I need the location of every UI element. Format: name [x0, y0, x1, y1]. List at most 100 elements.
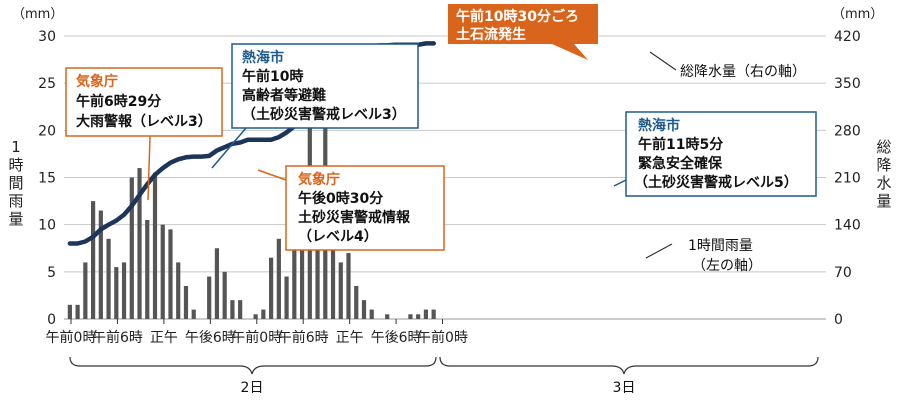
callout-line: 土砂災害警戒情報 — [298, 209, 411, 226]
rain-bar — [299, 224, 305, 319]
right-tick-label: 0 — [834, 312, 843, 328]
axis-title-char: 量 — [876, 192, 891, 210]
callout-line: 土石流発生 — [456, 26, 526, 43]
axis-title-char: 総 — [876, 138, 891, 156]
callout-head: 熱海市 — [638, 117, 680, 134]
left-tick-label: 20 — [38, 123, 56, 139]
left-tick-label: 10 — [38, 218, 56, 234]
rain-bar — [369, 309, 374, 319]
x-tick-label: 正午 — [336, 330, 364, 346]
rain-bar — [416, 314, 421, 319]
left-unit-label: （mm） — [12, 7, 63, 22]
rain-bar — [292, 224, 297, 319]
right-tick-label: 210 — [834, 171, 861, 187]
left-tick-label: 5 — [47, 265, 56, 281]
rain-bar — [346, 252, 351, 319]
callout-line: （土砂災害警戒レベル3） — [242, 106, 406, 123]
rain-bar — [214, 248, 220, 319]
rain-bar — [83, 262, 88, 319]
rain-bar — [75, 304, 80, 319]
left-tick-label: 15 — [38, 171, 56, 187]
right-unit-label: （mm） — [832, 7, 883, 22]
rain-bar — [106, 238, 111, 319]
rain-bar — [230, 300, 235, 319]
rain-bar — [129, 177, 134, 319]
rain-bar — [67, 304, 72, 319]
axis-title-char: 時 — [8, 156, 23, 174]
callout-line: 高齢者等避難 — [242, 87, 326, 104]
x-tick-label: 午前6時 — [92, 329, 143, 346]
left-tick-label: 25 — [38, 76, 56, 92]
axis-title-char: 雨 — [8, 192, 23, 210]
callout-line: （レベル4） — [298, 229, 378, 245]
rain-bar — [338, 262, 343, 319]
rain-bar — [408, 314, 413, 319]
rain-bar — [431, 309, 436, 319]
rain-bar — [238, 300, 243, 319]
line-series-label: 総降水量（右の軸） — [649, 51, 806, 80]
x-tick-label: 午後6時 — [185, 330, 236, 346]
x-tick-label: 午前0時 — [231, 329, 282, 346]
svg-text:総降水量（右の軸）: 総降水量（右の軸） — [680, 64, 806, 80]
left-tick-label: 0 — [47, 312, 56, 328]
callout-head: 気象庁 — [76, 73, 118, 90]
rain-bar — [330, 186, 336, 319]
rain-bar — [191, 309, 196, 319]
callout-landslide: 午前10時30分ごろ 土石流発生 — [448, 4, 598, 60]
rain-bar — [222, 271, 227, 319]
callout-line: 午前11時5分 — [638, 136, 723, 153]
axis-title-char: 量 — [8, 210, 23, 228]
rain-bar — [354, 285, 359, 319]
callout-line: （土砂災害警戒レベル5） — [634, 174, 798, 191]
bar-series-label-line2: （左の軸） — [692, 258, 762, 274]
callout-line: 午前10時30分ごろ — [456, 8, 579, 25]
rain-bar — [137, 168, 142, 319]
axis-title-char: 1 — [11, 138, 21, 156]
day3-bracket — [439, 356, 819, 375]
x-tick-label: 午前0時 — [417, 329, 468, 346]
callout-line: 大雨警報（レベル3） — [76, 113, 212, 130]
rain-bar — [114, 267, 119, 319]
callout-head: 熱海市 — [242, 49, 284, 66]
left-axis-title: 1時間雨量 — [8, 138, 23, 228]
callout-line: 午前6時29分 — [76, 93, 161, 110]
left-tick-label: 30 — [38, 29, 56, 45]
day2-label: 2日 — [241, 380, 264, 396]
right-tick-label: 280 — [834, 123, 861, 139]
rain-bar — [269, 257, 274, 319]
rain-bar — [176, 262, 181, 319]
rain-bar — [90, 201, 96, 319]
callout-line: 午前10時 — [242, 68, 303, 85]
callout-atami-elderly-evac: 熱海市 午前10時 高齢者等避難 （土砂災害警戒レベル3） — [211, 43, 419, 169]
rain-bar — [160, 224, 165, 319]
rain-bar — [385, 314, 390, 319]
rain-bar — [423, 309, 429, 319]
right-tick-label: 350 — [834, 76, 861, 92]
rain-bar — [284, 276, 289, 319]
rain-bar — [207, 276, 212, 319]
axis-title-char: 間 — [8, 174, 23, 192]
axis-title-char: 降 — [876, 156, 891, 174]
rain-bar — [276, 238, 281, 319]
callout-jma-heavy-rain: 気象庁 午前6時29分 大雨警報（レベル3） — [65, 67, 223, 201]
day3-label: 3日 — [613, 380, 636, 396]
rain-bar — [152, 172, 158, 319]
x-tick-label: 午前6時 — [278, 329, 329, 346]
x-tick-label: 正午 — [150, 330, 178, 346]
axis-title-char: 水 — [876, 174, 891, 192]
callout-atami-emergency: 熱海市 午前11時5分 緊急安全確保 （土砂災害警戒レベル5） — [613, 111, 817, 197]
right-tick-label: 70 — [834, 265, 852, 281]
bar-series-label: 1時間雨量 （左の軸） — [645, 238, 762, 274]
rain-bar — [183, 285, 189, 319]
right-tick-label: 420 — [834, 29, 861, 45]
day2-bracket — [69, 356, 437, 375]
rain-bar — [361, 300, 367, 319]
callout-jma-landslide-info: 気象庁 午後0時30分 土砂災害警戒情報 （レベル4） — [257, 165, 445, 251]
x-tick-label: 午後6時 — [371, 330, 422, 346]
x-tick-label: 午前0時 — [46, 329, 97, 346]
callout-line: 午後0時30分 — [298, 190, 383, 207]
rain-bar — [121, 262, 127, 319]
right-tick-label: 140 — [834, 218, 861, 234]
